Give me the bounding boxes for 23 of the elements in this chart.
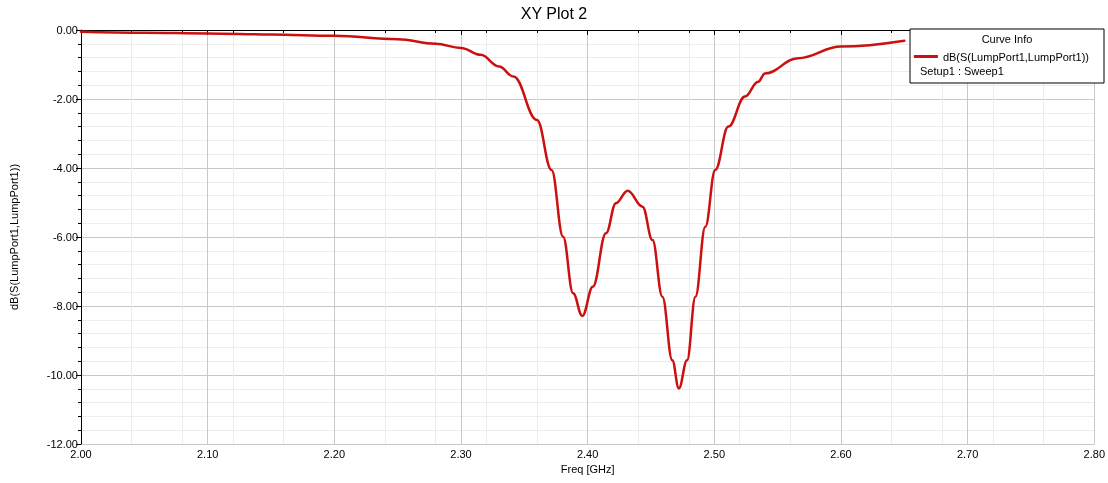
line-series [79, 30, 906, 390]
x-tick-label: 2.50 [703, 447, 726, 460]
annotation: Setup1 : Sweep1 [920, 64, 1004, 77]
y-tick-label: -6.00 [52, 231, 78, 243]
chart-title: XY Plot 2 [520, 4, 588, 22]
legend-label: dB(S(LumpPort1,LumpPort1)) [942, 50, 1090, 63]
x-tick-label: 2.30 [450, 447, 472, 460]
y-tick-label: -12.00 [46, 438, 78, 450]
x-tick-label: 2.00 [70, 447, 92, 460]
y-tick-label: 0.00 [56, 24, 78, 36]
y-tick-label: -8.00 [52, 300, 78, 312]
x-tick-label: 2.40 [576, 447, 599, 460]
x-tick-label: 2.10 [196, 447, 219, 460]
y-tick-label: -2.00 [52, 93, 78, 105]
x-axis-title: Freq [GHz] [560, 463, 615, 476]
x-tick-label: 2.20 [323, 447, 346, 460]
legend-title: Curve Info [981, 32, 1033, 45]
x-tick-label: 2.60 [830, 447, 852, 460]
y-axis-title: dB(S(LumpPort1,LumpPort1)) [7, 163, 20, 311]
x-tick-label: 2.70 [956, 447, 979, 460]
x-tick-label: 2.80 [1083, 447, 1106, 460]
y-tick-label: -10.00 [46, 369, 78, 381]
y-tick-label: -4.00 [52, 162, 78, 174]
